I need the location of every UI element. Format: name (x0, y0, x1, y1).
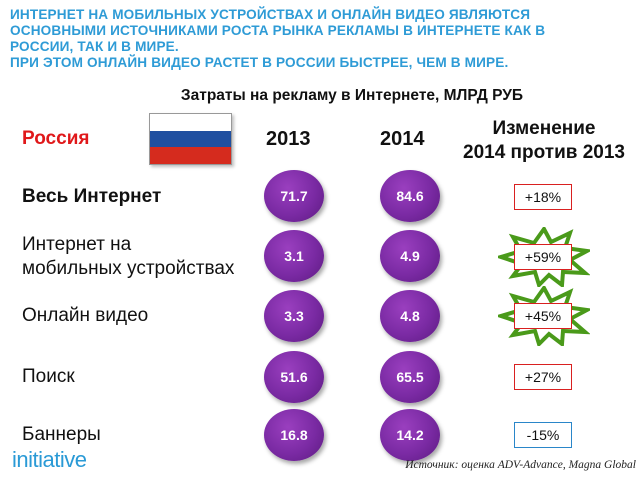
initiative-logo: initiative (12, 447, 87, 472)
country-label: Россия (22, 128, 90, 149)
value-2013-mobile-internet: 3.1 (264, 230, 324, 282)
headline-line-4: ПРИ ЭТОМ ОНЛАЙН ВИДЕО РАСТЕТ В РОССИИ БЫ… (10, 55, 509, 70)
change-mobile-internet: +59% (514, 244, 572, 270)
change-header-line-1: Изменение (492, 118, 596, 139)
table-subtitle: Затраты на рекламу в Интернете, МЛРД РУБ (180, 87, 524, 104)
row-label-line-2: мобильных устройствах (22, 258, 235, 279)
flag-stripe-red (150, 147, 231, 164)
change-total-internet: +18% (514, 184, 572, 210)
row-label-line-1: Поиск (22, 366, 75, 387)
row-label-line-1: Интернет на (22, 234, 132, 255)
flag-stripe-white (150, 114, 231, 131)
headline: ИНТЕРНЕТ НА МОБИЛЬНЫХ УСТРОЙСТВАХ И ОНЛА… (10, 7, 635, 71)
value-2013-online-video: 3.3 (264, 290, 324, 342)
source-note: Источник: оценка ADV-Advance, Magna Glob… (405, 459, 636, 471)
row-label-mobile-internet: Интернет на мобильных устройствах (22, 233, 234, 281)
column-header-change: Изменение 2014 против 2013 (445, 117, 643, 165)
headline-line-2: ОСНОВНЫМИ ИСТОЧНИКАМИ РОСТА РЫНКА РЕКЛАМ… (10, 23, 546, 38)
change-banners: -15% (514, 422, 572, 448)
change-header-line-2: 2014 против 2013 (463, 142, 625, 163)
russia-flag-icon (149, 113, 232, 165)
value-2014-online-video: 4.8 (380, 290, 440, 342)
row-label-banners: Баннеры (22, 423, 101, 447)
value-2013-banners: 16.8 (264, 409, 324, 461)
value-2014-banners: 14.2 (380, 409, 440, 461)
value-2014-mobile-internet: 4.9 (380, 230, 440, 282)
row-label-line-1: Весь Интернет (22, 186, 162, 207)
change-online-video: +45% (514, 303, 572, 329)
column-header-2014: 2014 (380, 128, 425, 150)
flag-stripe-blue (150, 130, 231, 148)
value-2014-search: 65.5 (380, 351, 440, 403)
change-search: +27% (514, 364, 572, 390)
headline-line-3: РОССИИ, ТАК И В МИРЕ. (10, 39, 179, 54)
headline-line-1: ИНТЕРНЕТ НА МОБИЛЬНЫХ УСТРОЙСТВАХ И ОНЛА… (10, 7, 531, 22)
value-2013-total-internet: 71.7 (264, 170, 324, 222)
row-label-line-1: Онлайн видео (22, 305, 149, 326)
row-label-total-internet: Весь Интернет (22, 185, 161, 209)
value-2014-total-internet: 84.6 (380, 170, 440, 222)
row-label-online-video: Онлайн видео (22, 304, 148, 328)
column-header-2013: 2013 (266, 128, 311, 150)
row-label-line-1: Баннеры (22, 424, 101, 445)
row-label-search: Поиск (22, 365, 75, 389)
value-2013-search: 51.6 (264, 351, 324, 403)
